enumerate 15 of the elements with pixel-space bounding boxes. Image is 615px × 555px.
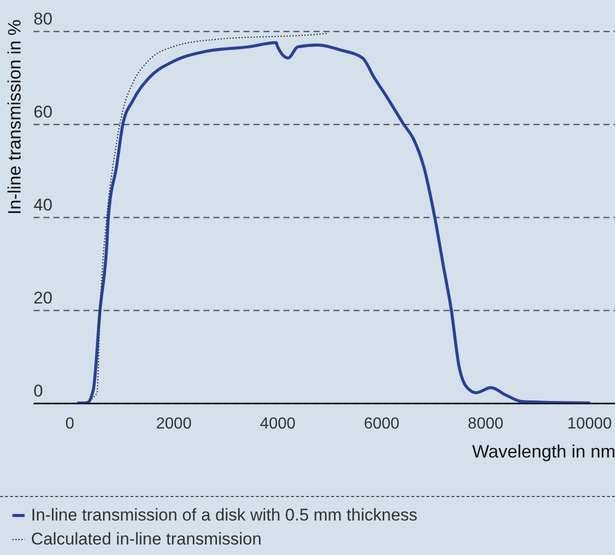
- x-tick-label: 2000: [156, 416, 192, 432]
- x-tick-label: 10000: [567, 416, 612, 432]
- y-tick-label: 80: [34, 10, 52, 28]
- y-tick-label: 60: [34, 102, 52, 122]
- x-tick-label: 8000: [468, 416, 504, 432]
- x-tick-label: 4000: [260, 416, 296, 432]
- y-tick-label: 0: [34, 382, 43, 400]
- y-axis-title: In-line transmission in %: [4, 20, 24, 215]
- x-tick-label: 6000: [364, 416, 400, 432]
- x-tick-label: 0: [65, 416, 74, 432]
- x-axis-title: Wavelength in nm: [472, 442, 615, 462]
- legend-label: In-line transmission of a disk with 0.5 mm thickness: [31, 506, 418, 524]
- legend-label: Calculated in-line transmission: [31, 530, 262, 548]
- y-tick-label: 40: [34, 196, 52, 214]
- y-tick-label: 20: [34, 288, 52, 308]
